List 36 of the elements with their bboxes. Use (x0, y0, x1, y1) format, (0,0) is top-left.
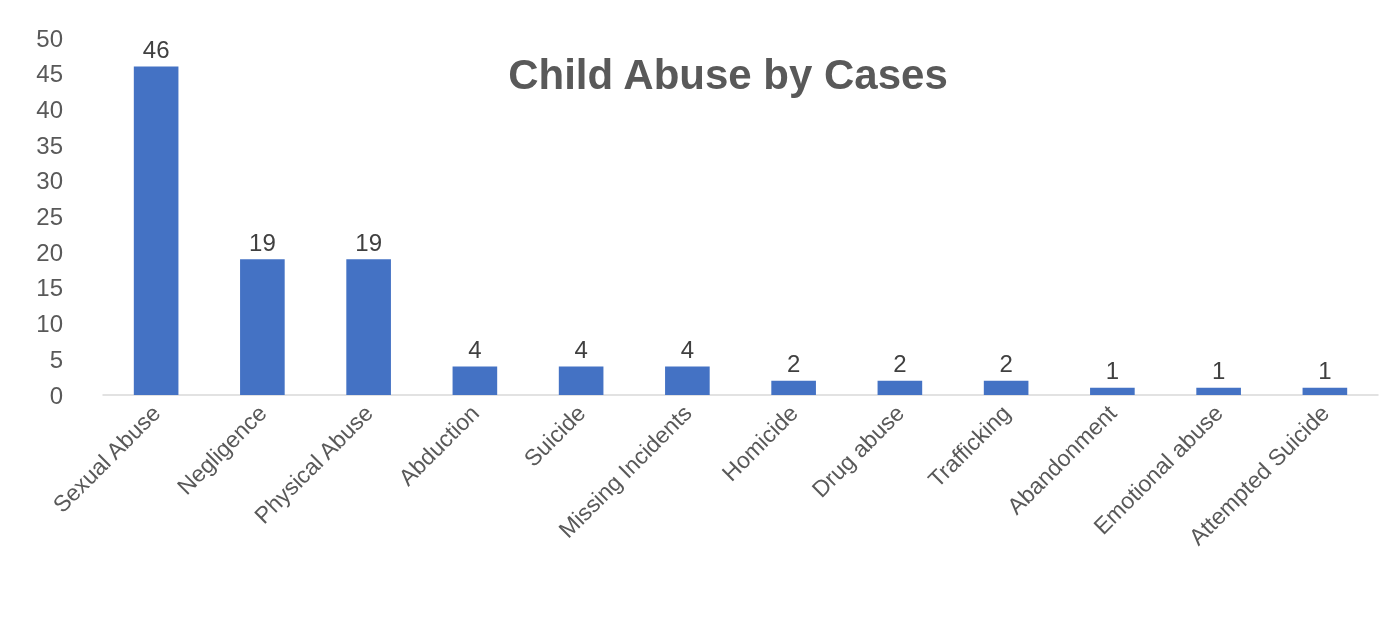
data-label: 1 (1105, 357, 1120, 385)
data-label: 4 (468, 335, 482, 363)
y-tick-label: 40 (36, 95, 63, 123)
y-tick-label: 5 (49, 345, 63, 373)
bar (983, 380, 1029, 395)
data-label: 2 (786, 350, 801, 378)
bar (558, 366, 604, 395)
data-label: 19 (249, 228, 276, 256)
bar (1196, 387, 1241, 395)
chart-title: Child Abuse by Cases (508, 50, 948, 98)
y-tick-label: 30 (36, 167, 63, 195)
y-tick-label: 10 (36, 310, 63, 338)
y-tick-label: 20 (36, 238, 63, 266)
bar (877, 380, 923, 395)
data-label: 4 (680, 335, 695, 363)
data-label: 1 (1211, 357, 1226, 385)
data-label: 2 (893, 350, 907, 378)
y-tick-label: 25 (36, 203, 63, 230)
bar (452, 366, 498, 395)
bar (240, 259, 285, 395)
y-tick-label: 35 (36, 131, 63, 159)
y-tick-label: 50 (36, 24, 63, 52)
bar (665, 366, 710, 395)
y-tick-label: 45 (36, 60, 63, 88)
data-label: 19 (355, 228, 382, 256)
data-label: 1 (1318, 357, 1332, 385)
data-label: 4 (574, 335, 588, 363)
y-tick-label: 15 (36, 274, 63, 302)
bar (1302, 387, 1348, 395)
bar (1090, 387, 1135, 395)
data-label: 2 (999, 350, 1013, 378)
bar (346, 259, 391, 395)
bar (771, 380, 816, 395)
data-label: 46 (142, 36, 170, 64)
y-tick-label: 0 (49, 381, 63, 409)
bar (133, 66, 179, 395)
